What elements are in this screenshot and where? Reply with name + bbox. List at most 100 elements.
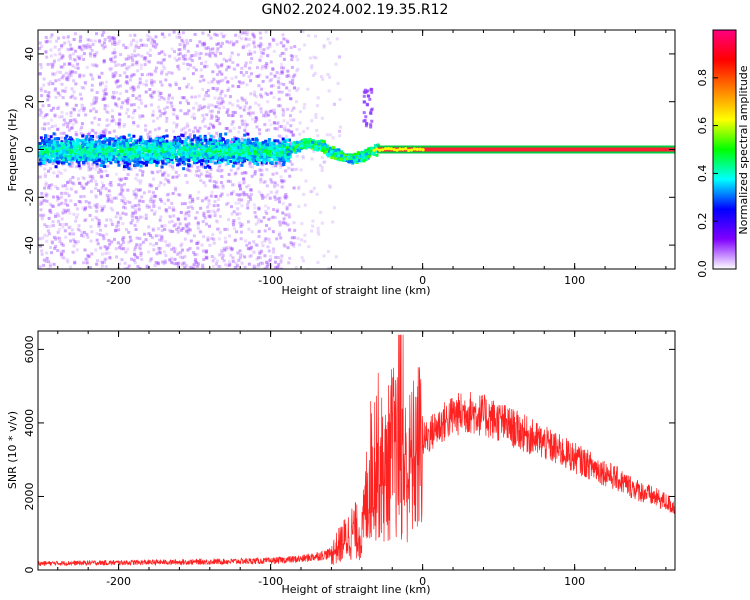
noise-pixel bbox=[93, 63, 97, 67]
band-pixel bbox=[127, 133, 131, 137]
band-pixel bbox=[280, 150, 284, 154]
band-pixel bbox=[154, 156, 158, 160]
band-pixel bbox=[233, 150, 237, 154]
noise-pixel bbox=[47, 103, 51, 107]
noise-pixel bbox=[122, 240, 126, 244]
noise-pixel bbox=[71, 52, 75, 56]
noise-pixel bbox=[103, 38, 107, 42]
band-pixel bbox=[66, 156, 70, 160]
band-pixel bbox=[263, 157, 267, 161]
noise-pixel bbox=[104, 187, 108, 191]
band-pixel bbox=[168, 149, 172, 153]
noise-pixel bbox=[276, 208, 280, 212]
noise-pixel bbox=[69, 95, 73, 99]
noise-pixel bbox=[97, 76, 101, 80]
noise-pixel bbox=[261, 244, 265, 248]
noise-pixel bbox=[138, 168, 142, 172]
noise-pixel bbox=[312, 149, 316, 153]
noise-pixel bbox=[196, 196, 200, 200]
band-pixel bbox=[244, 144, 248, 148]
noise-pixel bbox=[62, 118, 66, 122]
band-pixel bbox=[180, 158, 184, 162]
noise-pixel bbox=[269, 178, 273, 182]
noise-pixel bbox=[42, 116, 46, 120]
noise-pixel bbox=[103, 97, 107, 101]
band-pixel bbox=[171, 161, 175, 165]
noise-pixel bbox=[257, 230, 261, 234]
noise-pixel bbox=[256, 74, 260, 78]
noise-pixel bbox=[126, 247, 130, 251]
band-pixel bbox=[44, 157, 48, 161]
noise-pixel bbox=[214, 262, 218, 266]
band-pixel bbox=[220, 148, 224, 152]
noise-pixel bbox=[301, 30, 305, 34]
noise-pixel bbox=[111, 90, 115, 94]
noise-pixel bbox=[179, 255, 183, 259]
noise-pixel bbox=[247, 184, 251, 188]
noise-pixel bbox=[183, 237, 187, 241]
noise-pixel bbox=[111, 51, 115, 55]
noise-pixel bbox=[326, 37, 330, 41]
noise-pixel bbox=[66, 260, 70, 264]
noise-pixel bbox=[172, 224, 176, 228]
noise-pixel bbox=[89, 72, 93, 76]
band-pixel bbox=[158, 157, 162, 161]
band-pixel bbox=[167, 152, 171, 156]
noise-pixel bbox=[136, 69, 140, 73]
noise-pixel bbox=[44, 259, 48, 263]
noise-pixel bbox=[238, 183, 242, 187]
noise-pixel bbox=[318, 163, 322, 167]
noise-pixel bbox=[195, 44, 199, 48]
noise-pixel bbox=[113, 40, 117, 44]
noise-pixel bbox=[224, 163, 228, 167]
noise-pixel bbox=[228, 101, 232, 105]
noise-pixel bbox=[266, 46, 270, 50]
noise-pixel bbox=[67, 194, 71, 198]
noise-pixel bbox=[293, 228, 297, 232]
noise-pixel bbox=[138, 98, 142, 102]
noise-pixel bbox=[276, 183, 280, 187]
noise-pixel bbox=[307, 34, 311, 38]
noise-pixel bbox=[232, 221, 236, 225]
noise-pixel bbox=[160, 69, 164, 73]
band-pixel bbox=[195, 160, 199, 164]
band-pixel bbox=[170, 152, 174, 156]
noise-pixel bbox=[263, 180, 267, 184]
noise-pixel bbox=[55, 198, 59, 202]
noise-pixel bbox=[211, 160, 215, 164]
noise-pixel bbox=[202, 78, 206, 82]
noise-pixel bbox=[63, 89, 67, 93]
noise-pixel bbox=[247, 136, 251, 140]
noise-pixel bbox=[264, 204, 268, 208]
noise-pixel bbox=[279, 166, 283, 170]
noise-pixel bbox=[166, 100, 170, 104]
noise-pixel bbox=[44, 192, 48, 196]
noise-pixel bbox=[61, 55, 65, 59]
noise-pixel bbox=[90, 121, 94, 125]
noise-pixel bbox=[302, 192, 306, 196]
noise-pixel bbox=[271, 67, 275, 71]
noise-pixel bbox=[215, 50, 219, 54]
noise-pixel bbox=[51, 204, 55, 208]
noise-pixel bbox=[320, 155, 324, 159]
band-pixel bbox=[150, 142, 154, 146]
band-pixel bbox=[131, 150, 135, 154]
band-pixel bbox=[203, 165, 207, 169]
band-pixel bbox=[241, 156, 245, 160]
noise-pixel bbox=[259, 110, 263, 114]
noise-pixel bbox=[52, 171, 56, 175]
band-pixel bbox=[192, 161, 196, 165]
band-pixel bbox=[82, 142, 86, 146]
noise-pixel bbox=[135, 220, 139, 224]
noise-pixel bbox=[106, 196, 110, 200]
band-pixel bbox=[70, 139, 74, 143]
band-pixel bbox=[95, 162, 99, 166]
noise-pixel bbox=[338, 134, 342, 138]
noise-pixel bbox=[116, 79, 120, 83]
noise-pixel bbox=[62, 208, 66, 212]
noise-pixel bbox=[91, 77, 95, 81]
noise-pixel bbox=[151, 227, 155, 231]
noise-pixel bbox=[112, 94, 116, 98]
noise-pixel bbox=[220, 89, 224, 93]
noise-pixel bbox=[216, 64, 220, 68]
